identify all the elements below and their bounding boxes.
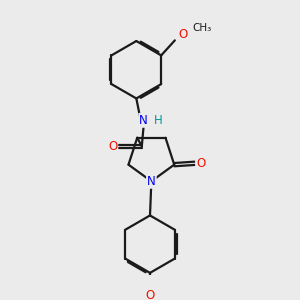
Text: O: O bbox=[196, 157, 206, 170]
Text: H: H bbox=[154, 114, 163, 127]
Text: CH₃: CH₃ bbox=[193, 23, 212, 33]
Text: O: O bbox=[178, 28, 187, 41]
Text: O: O bbox=[146, 289, 154, 300]
Text: N: N bbox=[139, 114, 148, 127]
Text: O: O bbox=[108, 140, 117, 153]
Text: N: N bbox=[147, 175, 156, 188]
